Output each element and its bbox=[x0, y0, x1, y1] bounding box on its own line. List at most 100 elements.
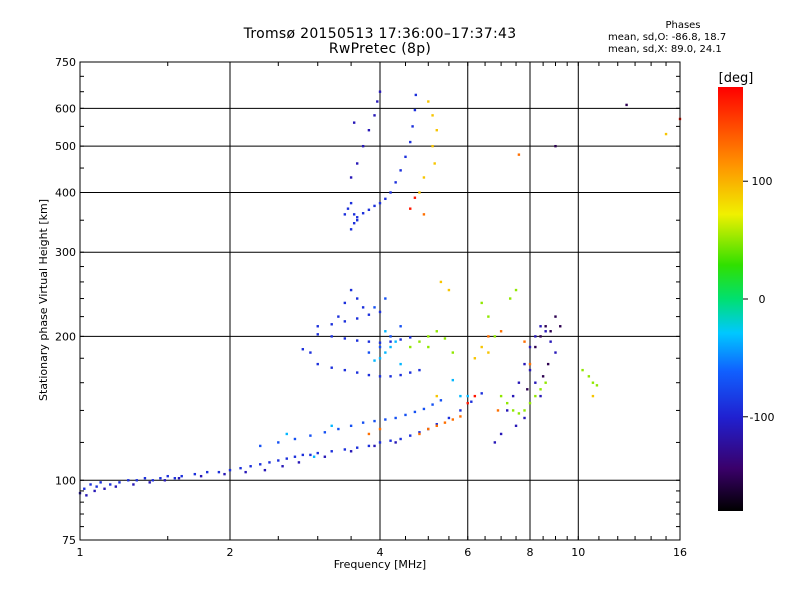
data-point bbox=[523, 416, 526, 420]
data-point bbox=[581, 368, 584, 372]
data-point bbox=[539, 394, 542, 398]
data-point bbox=[367, 444, 371, 448]
data-point bbox=[404, 155, 407, 159]
data-point bbox=[409, 371, 412, 374]
data-point bbox=[409, 434, 412, 437]
data-point bbox=[523, 362, 526, 366]
data-point bbox=[496, 409, 500, 412]
data-point bbox=[316, 451, 319, 455]
data-point bbox=[367, 340, 371, 343]
data-point bbox=[263, 468, 267, 472]
data-point bbox=[451, 378, 455, 382]
data-point bbox=[349, 176, 353, 179]
data-point bbox=[523, 340, 526, 343]
data-point bbox=[244, 470, 247, 474]
data-point bbox=[277, 441, 280, 444]
chart-subtitle: RwPretec (8p) bbox=[328, 41, 432, 57]
data-point bbox=[330, 366, 333, 369]
phase-stats-heading: Phases bbox=[665, 20, 701, 31]
data-point bbox=[487, 351, 490, 354]
data-point bbox=[312, 455, 316, 458]
data-point bbox=[422, 176, 426, 179]
data-point bbox=[277, 459, 280, 462]
x-tick-label: 16 bbox=[673, 546, 687, 559]
data-point bbox=[399, 437, 402, 441]
data-point bbox=[549, 330, 552, 333]
data-point bbox=[343, 301, 347, 305]
data-point bbox=[330, 424, 333, 428]
data-point bbox=[389, 375, 392, 378]
data-point bbox=[239, 466, 242, 470]
data-point bbox=[378, 441, 382, 444]
data-point bbox=[517, 381, 521, 384]
data-point bbox=[166, 474, 169, 478]
data-point bbox=[316, 362, 319, 366]
data-point bbox=[378, 357, 382, 360]
data-point bbox=[539, 388, 542, 391]
data-point bbox=[114, 485, 118, 488]
data-point bbox=[451, 418, 455, 421]
data-point bbox=[259, 444, 262, 448]
data-point bbox=[352, 121, 356, 124]
data-point bbox=[355, 162, 359, 165]
data-point bbox=[459, 409, 462, 412]
data-point bbox=[151, 479, 155, 482]
data-point bbox=[109, 483, 112, 486]
data-point bbox=[480, 301, 483, 305]
data-point bbox=[422, 213, 426, 216]
data-point bbox=[427, 100, 430, 103]
data-point bbox=[301, 453, 305, 457]
data-point bbox=[587, 375, 591, 378]
data-point bbox=[439, 280, 443, 284]
data-point bbox=[399, 373, 402, 377]
data-point bbox=[526, 388, 529, 391]
data-point bbox=[249, 465, 252, 468]
data-point bbox=[394, 416, 397, 420]
y-tick-label: 600 bbox=[55, 102, 76, 115]
data-point bbox=[159, 477, 162, 480]
colorbar bbox=[718, 87, 743, 511]
data-point bbox=[528, 345, 532, 349]
data-point bbox=[528, 368, 532, 372]
data-point bbox=[343, 320, 347, 323]
data-point bbox=[83, 487, 86, 490]
data-point bbox=[163, 479, 167, 482]
data-point bbox=[539, 325, 542, 328]
data-point bbox=[384, 418, 387, 421]
data-point bbox=[85, 494, 88, 497]
data-point bbox=[268, 461, 271, 464]
data-point bbox=[180, 474, 183, 478]
data-point bbox=[466, 401, 469, 405]
data-point bbox=[480, 345, 483, 349]
data-point bbox=[511, 409, 515, 412]
data-point bbox=[554, 144, 557, 148]
data-point bbox=[541, 375, 545, 378]
data-point bbox=[378, 375, 382, 378]
data-point bbox=[373, 204, 376, 208]
data-point bbox=[534, 394, 537, 398]
data-point bbox=[361, 306, 365, 309]
data-point bbox=[367, 351, 371, 354]
data-point bbox=[103, 487, 106, 490]
data-point bbox=[534, 335, 537, 338]
data-point bbox=[493, 335, 497, 338]
data-point bbox=[355, 371, 359, 374]
data-point bbox=[459, 415, 462, 418]
data-point bbox=[487, 315, 490, 318]
data-point bbox=[376, 100, 379, 103]
x-tick-label: 1 bbox=[77, 546, 84, 559]
data-point bbox=[499, 394, 503, 398]
data-point bbox=[544, 330, 547, 333]
data-point bbox=[373, 114, 376, 117]
data-point bbox=[470, 400, 473, 403]
data-point bbox=[409, 345, 412, 349]
data-point bbox=[378, 201, 382, 205]
data-point bbox=[413, 196, 417, 199]
data-point bbox=[431, 144, 434, 148]
data-point bbox=[378, 90, 382, 93]
data-point bbox=[459, 394, 462, 398]
data-point bbox=[466, 394, 469, 398]
data-point bbox=[352, 222, 356, 225]
data-point bbox=[394, 181, 397, 184]
data-point bbox=[409, 140, 412, 144]
